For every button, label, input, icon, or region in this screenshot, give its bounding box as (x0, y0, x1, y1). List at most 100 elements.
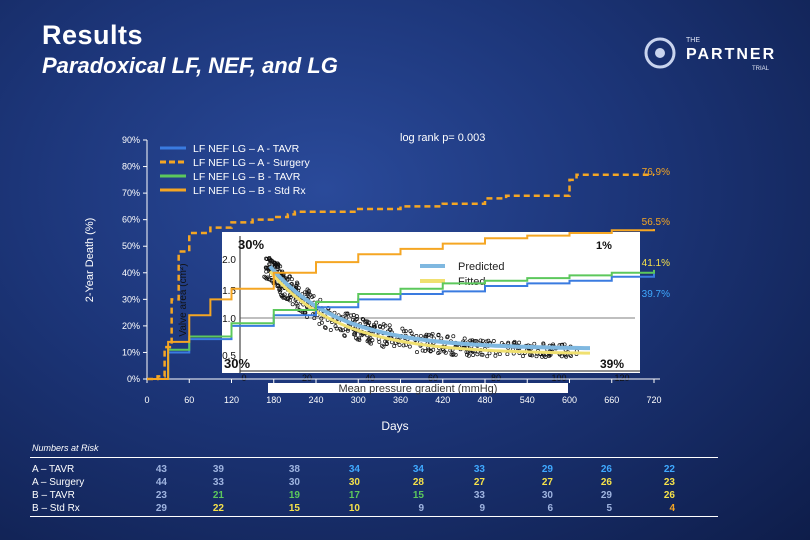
risk-row-label: B – Std Rx (32, 503, 80, 514)
inset-scatter-point (374, 320, 379, 325)
inset-scatter-point (397, 342, 402, 347)
inset-scatter-point (322, 325, 327, 330)
inset-scatter-point (263, 275, 268, 280)
x-tick-label: 540 (520, 395, 535, 405)
inset-scatter-point (267, 258, 272, 263)
inset-scatter-point (319, 316, 324, 321)
y-tick-label: 20% (122, 321, 140, 331)
inset-scatter-point (420, 348, 425, 353)
inset-scatter-point (453, 352, 458, 357)
logo-small-text: THE (686, 37, 700, 44)
inset-scatter-point (343, 311, 348, 316)
series-line (147, 228, 655, 380)
inset-scatter-point (392, 344, 397, 349)
risk-cell: 38 (288, 464, 300, 475)
inset-scatter-point (349, 313, 353, 318)
inset-scatter-point (385, 341, 389, 346)
inset-x-label: Mean pressure gradient (mmHg) (339, 383, 498, 395)
inset-x-tick: 20 (302, 373, 312, 383)
y-tick-label: 90% (122, 135, 140, 145)
risk-cell: 4 (669, 503, 675, 514)
inset-scatter-point (370, 338, 375, 343)
x-tick-label: 720 (646, 395, 661, 405)
inset-scatter-point (317, 321, 322, 326)
x-tick-label: 120 (224, 395, 239, 405)
risk-table-divider (30, 457, 718, 458)
log-rank-annotation: log rank p= 0.003 (400, 132, 485, 144)
risk-cell: 6 (547, 503, 553, 514)
inset-scatter-point (520, 354, 525, 359)
logo-sub: TRIAL (752, 66, 770, 72)
inset-scatter-point (387, 323, 392, 328)
inset-scatter-point (345, 328, 350, 333)
inset-scatter-point (351, 313, 356, 317)
inset-scatter-point (383, 323, 388, 328)
inset-scatter-point (305, 287, 310, 292)
series-end-label: 56.5% (642, 217, 670, 228)
inset-xlabel-strip (268, 383, 568, 393)
chart-legend: LF NEF LG – A - TAVR LF NEF LG – A - Surg… (160, 143, 310, 197)
inset-scatter-point (383, 339, 388, 344)
inset-scatter-point (468, 338, 473, 343)
x-tick-label: 600 (562, 395, 577, 405)
risk-cell: 29 (541, 464, 553, 475)
series-line (147, 269, 655, 380)
inset-scatter-point (354, 314, 359, 319)
inset-scatter-point (353, 335, 358, 340)
inset-corner-label: 1% (596, 240, 612, 252)
inset-scatter-point (342, 333, 347, 338)
risk-cell: 44 (155, 477, 167, 488)
inset-legend-fitted: Fitted (458, 276, 486, 288)
inset-scatter-point (271, 260, 276, 265)
inset-scatter-point (367, 337, 371, 342)
inset-scatter-point (493, 353, 498, 358)
inset-scatter-plot: Predicted Fitted 30% 1% 30% 39% 0.5 1.0 1.5 2.0 Va… (178, 232, 640, 395)
legend-label: LF NEF LG – B - Std Rx (193, 185, 306, 197)
y-axis-label: 2-Year Death (%) (84, 218, 96, 303)
inset-scatter-point (534, 354, 539, 359)
inset-scatter-point (295, 281, 300, 286)
risk-cell: 30 (288, 477, 300, 488)
x-tick-label: 660 (604, 395, 619, 405)
inset-x-tick: 60 (428, 373, 438, 383)
logo-heart-icon (644, 37, 676, 69)
inset-scatter-point (353, 332, 358, 337)
risk-cell: 23 (663, 477, 675, 488)
inset-scatter-point (289, 277, 294, 282)
inset-scatter-point (369, 341, 373, 346)
y-tick-label: 30% (122, 294, 140, 304)
inset-scatter-point (465, 352, 469, 357)
inset-scatter-point (377, 339, 382, 344)
inset-scatter-point (365, 319, 370, 324)
x-tick-label: 60 (184, 395, 194, 405)
risk-cell: 15 (412, 490, 424, 501)
inset-scatter-point (541, 341, 546, 346)
slide-title: Results (42, 20, 144, 50)
risk-cell: 26 (600, 477, 612, 488)
inset-scatter-point (378, 324, 383, 329)
series-end-label: 76.9% (642, 167, 670, 178)
x-tick-label: 180 (266, 395, 281, 405)
x-tick-label: 300 (351, 395, 366, 405)
inset-scatter-point (285, 277, 290, 282)
y-tick-label: 60% (122, 215, 140, 225)
inset-scatter-point (569, 354, 573, 358)
legend-label: LF NEF LG – A - Surgery (193, 157, 310, 169)
risk-cell: 17 (348, 490, 360, 501)
risk-cell: 34 (412, 464, 424, 475)
inset-scatter-point (431, 347, 436, 352)
inset-x-tick: 120 (614, 373, 629, 383)
inset-scatter-point (312, 316, 317, 321)
inset-y-tick: 2.0 (222, 255, 236, 266)
series-line (147, 273, 655, 380)
inset-scatter-point (285, 277, 290, 282)
inset-scatter-point (484, 339, 489, 344)
risk-row-label: B – TAVR (32, 490, 75, 501)
inset-scatter-point (517, 340, 522, 345)
inset-scatter-point (363, 320, 368, 325)
risk-cell: 9 (479, 503, 485, 514)
risk-table-title: Numbers at Risk (32, 443, 99, 453)
inset-scatter-point (466, 353, 471, 358)
inset-scatter-point (268, 262, 273, 267)
